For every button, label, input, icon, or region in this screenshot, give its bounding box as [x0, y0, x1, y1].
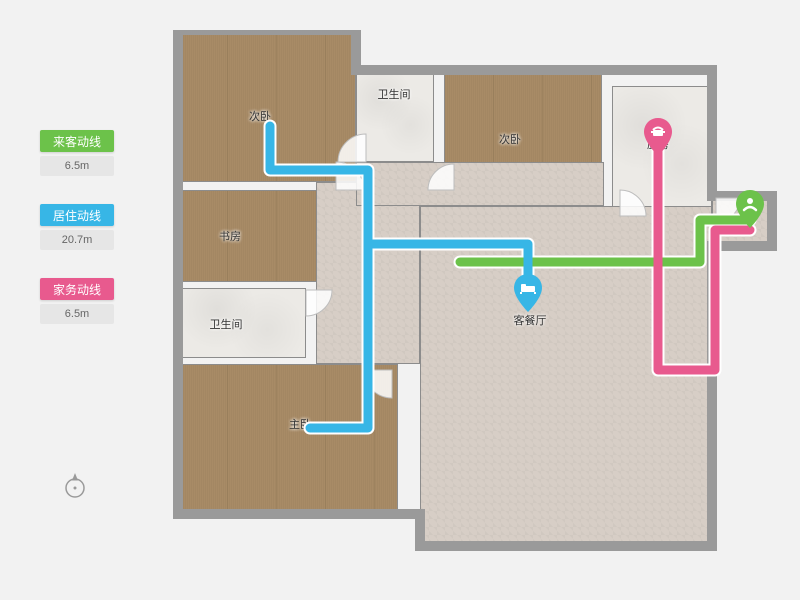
room-wc2 — [178, 288, 306, 358]
marker-chores-icon — [644, 118, 672, 156]
legend-chores-value: 6.5m — [40, 304, 114, 324]
room-corridor — [316, 182, 420, 364]
room-master — [178, 364, 398, 514]
room-corridor2 — [356, 162, 604, 206]
marker-guest-icon — [736, 190, 764, 228]
marker-living-icon — [514, 274, 542, 312]
compass-icon — [60, 470, 90, 500]
legend-living-label: 居住动线 — [40, 204, 114, 226]
room-living — [420, 206, 712, 546]
legend-guest-value: 6.5m — [40, 156, 114, 176]
legend-living-value: 20.7m — [40, 230, 114, 250]
legend-living: 居住动线 20.7m — [40, 204, 114, 250]
legend-chores: 家务动线 6.5m — [40, 278, 114, 324]
floor-plan: 次卧卫生间次卧厨房书房卫生间主卧客餐厅 — [160, 30, 780, 570]
legend: 来客动线 6.5m 居住动线 20.7m 家务动线 6.5m — [40, 130, 114, 352]
legend-guest-label: 来客动线 — [40, 130, 114, 152]
legend-chores-label: 家务动线 — [40, 278, 114, 300]
room-bed2a — [178, 30, 356, 182]
room-wc1 — [356, 70, 434, 162]
legend-guest: 来客动线 6.5m — [40, 130, 114, 176]
